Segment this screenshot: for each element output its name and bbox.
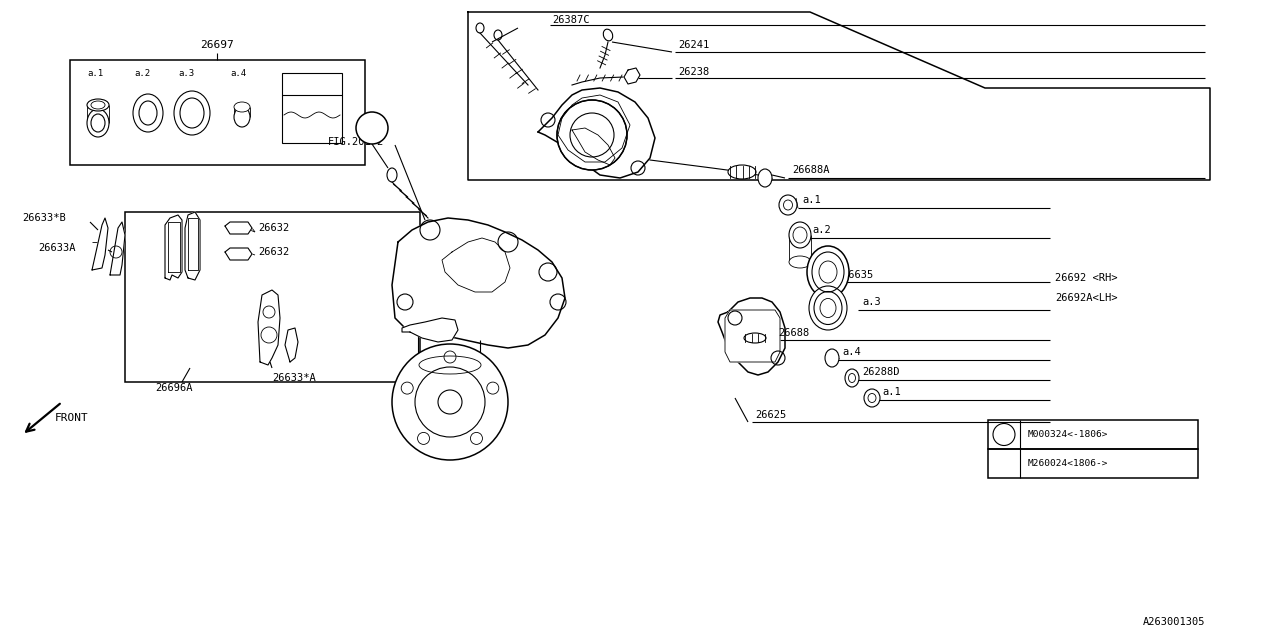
Polygon shape xyxy=(442,238,509,292)
Ellipse shape xyxy=(174,91,210,135)
Text: 26697: 26697 xyxy=(201,40,234,50)
Polygon shape xyxy=(110,222,125,275)
Ellipse shape xyxy=(788,256,812,268)
Bar xyxy=(70,60,365,165)
Ellipse shape xyxy=(826,349,838,367)
Ellipse shape xyxy=(133,94,163,132)
Ellipse shape xyxy=(758,169,772,187)
Polygon shape xyxy=(402,318,458,342)
Text: 26688: 26688 xyxy=(778,328,809,338)
Text: 26288D: 26288D xyxy=(861,367,900,377)
Polygon shape xyxy=(259,290,280,365)
Ellipse shape xyxy=(809,286,847,330)
Ellipse shape xyxy=(419,356,481,374)
Polygon shape xyxy=(538,88,655,178)
Polygon shape xyxy=(718,298,785,375)
Ellipse shape xyxy=(788,222,812,248)
Text: a.3: a.3 xyxy=(178,68,195,77)
Text: 26692A<LH>: 26692A<LH> xyxy=(1055,293,1117,303)
Text: 26688A: 26688A xyxy=(792,165,829,175)
Ellipse shape xyxy=(234,102,250,112)
Text: a.2: a.2 xyxy=(812,225,831,235)
Bar xyxy=(988,420,1198,449)
Text: 26625: 26625 xyxy=(755,410,786,420)
Ellipse shape xyxy=(864,389,881,407)
Circle shape xyxy=(356,112,388,144)
Ellipse shape xyxy=(728,165,756,179)
Text: 26692 <RH>: 26692 <RH> xyxy=(1055,273,1117,283)
Text: 26633*A: 26633*A xyxy=(273,373,316,383)
Polygon shape xyxy=(724,310,780,362)
Circle shape xyxy=(392,344,508,460)
Text: 26635: 26635 xyxy=(842,270,873,280)
Ellipse shape xyxy=(744,333,765,343)
Bar xyxy=(282,73,342,143)
Polygon shape xyxy=(225,222,252,234)
Text: 26632: 26632 xyxy=(259,247,289,257)
Circle shape xyxy=(993,424,1015,445)
Text: 26238: 26238 xyxy=(678,67,709,77)
Text: FRONT: FRONT xyxy=(55,413,88,423)
Text: 1: 1 xyxy=(369,123,375,133)
Text: 1: 1 xyxy=(1001,430,1006,439)
Polygon shape xyxy=(188,218,198,270)
Ellipse shape xyxy=(780,195,797,215)
Text: 26633*B: 26633*B xyxy=(22,213,65,223)
Text: a.2: a.2 xyxy=(134,68,150,77)
Ellipse shape xyxy=(845,369,859,387)
Text: a.1: a.1 xyxy=(87,68,104,77)
Text: a.1: a.1 xyxy=(803,195,820,205)
Polygon shape xyxy=(165,215,182,280)
Ellipse shape xyxy=(87,109,109,137)
Text: 26632: 26632 xyxy=(259,223,289,233)
Polygon shape xyxy=(225,248,252,260)
Polygon shape xyxy=(92,218,108,270)
Polygon shape xyxy=(168,222,180,272)
Circle shape xyxy=(557,100,627,170)
Text: a.4: a.4 xyxy=(230,68,246,77)
Text: 26633A: 26633A xyxy=(38,243,76,253)
Ellipse shape xyxy=(234,107,250,127)
Text: 26387C: 26387C xyxy=(552,15,590,25)
Ellipse shape xyxy=(806,246,849,298)
Text: 26241: 26241 xyxy=(678,40,709,50)
Polygon shape xyxy=(392,218,564,348)
Polygon shape xyxy=(558,95,630,162)
Polygon shape xyxy=(285,328,298,362)
Polygon shape xyxy=(625,68,640,84)
Polygon shape xyxy=(186,212,200,280)
Bar xyxy=(125,212,420,382)
Bar xyxy=(988,449,1198,478)
Text: M260024<1806->: M260024<1806-> xyxy=(1028,459,1108,468)
Text: FIG.201-2: FIG.201-2 xyxy=(328,137,384,147)
Text: a.4: a.4 xyxy=(842,347,860,357)
Ellipse shape xyxy=(87,99,109,111)
Text: M000324<-1806>: M000324<-1806> xyxy=(1028,430,1108,439)
Text: A263001305: A263001305 xyxy=(1143,617,1204,627)
Text: a.3: a.3 xyxy=(861,297,881,307)
Text: a.1: a.1 xyxy=(882,387,901,397)
Text: 26696A: 26696A xyxy=(155,383,192,393)
